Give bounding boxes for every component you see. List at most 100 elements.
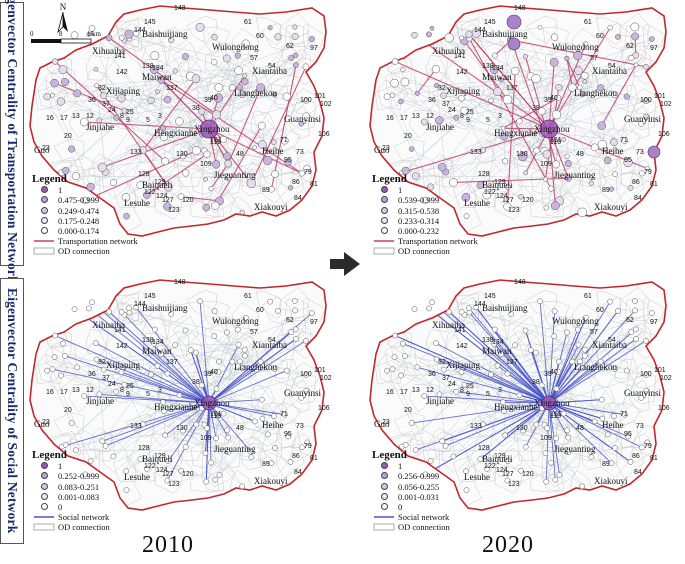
township-boundary xyxy=(37,79,69,111)
township-node xyxy=(224,329,230,336)
township-boundary xyxy=(92,358,118,384)
township-number-label: 62 xyxy=(626,317,634,324)
social-network-line xyxy=(411,402,550,424)
township-boundary xyxy=(282,49,311,78)
township-number-label: 71 xyxy=(280,137,288,144)
township-node xyxy=(408,420,415,426)
legend-class-row: 0.000-0.232 xyxy=(372,226,478,236)
social-network-line xyxy=(52,368,210,404)
north-label: N xyxy=(59,2,67,12)
township-node xyxy=(414,364,421,371)
township-boundary xyxy=(177,58,203,90)
township-node xyxy=(121,107,128,114)
od-connection-line xyxy=(113,43,246,183)
township-boundary xyxy=(622,323,651,352)
township-number-label: 120 xyxy=(182,471,194,478)
township-node xyxy=(220,135,228,144)
place-label: Xiakouyi xyxy=(254,202,288,212)
region-boundary xyxy=(369,279,667,511)
od-connection-line xyxy=(546,178,569,208)
legend-line-label: Transportation network xyxy=(398,236,478,247)
od-connection-line xyxy=(453,43,586,183)
township-number-label: 9 xyxy=(126,391,130,398)
od-connection-line xyxy=(435,68,537,151)
place-label: Guo xyxy=(374,145,390,155)
township-boundary xyxy=(393,138,425,162)
township-node xyxy=(274,33,282,41)
place-label: Hengxianhe xyxy=(154,402,197,412)
township-node xyxy=(234,326,241,333)
township-node xyxy=(518,151,528,162)
od-connection-line xyxy=(125,150,144,198)
township-number-label: 57 xyxy=(250,55,258,62)
township-number-label: 3 xyxy=(158,387,162,394)
township-node xyxy=(607,24,613,31)
legend-social-2010: Legend 1 0.252-0.999 0.083-0.251 0.001-0.083… xyxy=(32,449,110,533)
township-number-label: 36 xyxy=(88,97,96,104)
township-node xyxy=(51,354,58,360)
od-connection-line xyxy=(600,361,647,376)
od-connection-line xyxy=(95,68,197,151)
township-boundary xyxy=(289,433,313,463)
township-node xyxy=(60,340,66,347)
township-node xyxy=(463,468,469,475)
township-node xyxy=(239,209,245,215)
township-node xyxy=(203,150,211,158)
township-node xyxy=(408,146,415,152)
township-number-label: 124 xyxy=(496,467,508,474)
township-number-label: 95 xyxy=(284,431,292,438)
township-boundary xyxy=(571,63,600,95)
township-node xyxy=(459,35,464,41)
township-number-label: 122 xyxy=(484,463,496,470)
legend-line-label: OD connection xyxy=(58,522,110,533)
township-boundary xyxy=(499,56,530,85)
township-number-label: 151 xyxy=(550,411,562,418)
legend-title: Legend xyxy=(32,449,67,461)
township-boundary xyxy=(391,65,418,96)
township-number-label: 148 xyxy=(174,5,186,12)
township-node xyxy=(390,78,399,88)
township-node xyxy=(225,434,232,441)
township-number-label: 86 xyxy=(292,179,300,186)
township-boundary xyxy=(250,148,281,173)
township-node xyxy=(211,308,218,315)
township-boundary xyxy=(571,302,599,332)
township-node xyxy=(160,399,166,406)
place-label: Lianghekou xyxy=(234,88,277,98)
township-node xyxy=(612,171,618,177)
township-boundary xyxy=(185,68,212,95)
township-node xyxy=(93,340,99,346)
township-node xyxy=(139,146,148,155)
township-node xyxy=(182,444,189,450)
transport-network-line xyxy=(506,70,516,207)
od-connection-line xyxy=(435,342,537,425)
township-node xyxy=(597,84,605,92)
township-node xyxy=(511,66,520,76)
township-node xyxy=(94,83,100,88)
township-node xyxy=(574,326,581,333)
township-boundary xyxy=(489,85,522,118)
place-label: Hengxianhe xyxy=(494,128,537,138)
legend-class-row: 0.001-0.083 xyxy=(32,492,110,502)
township-node xyxy=(154,362,161,369)
od-connection-line xyxy=(464,312,652,385)
township-number-label: 137 xyxy=(166,85,178,92)
township-number-label: 23 xyxy=(42,419,50,426)
township-number-label: 141 xyxy=(454,53,466,60)
township-node xyxy=(214,83,224,92)
township-node xyxy=(275,308,281,314)
township-node xyxy=(100,366,107,373)
legend-circle-icon xyxy=(372,226,398,236)
township-node xyxy=(241,352,248,359)
township-number-label: 145 xyxy=(144,293,156,300)
township-boundary xyxy=(482,333,512,357)
township-node xyxy=(412,447,419,453)
hub-node-xingzhou xyxy=(199,119,219,139)
od-connection-line xyxy=(103,369,122,373)
row-title-transport: Eigenvector Centrality of Transportation… xyxy=(0,0,24,284)
od-connection-line xyxy=(124,312,312,385)
od-connection-line xyxy=(96,38,130,86)
od-connection-line xyxy=(182,430,243,487)
township-number-label: 123 xyxy=(168,481,180,488)
social-network-line xyxy=(96,359,210,404)
